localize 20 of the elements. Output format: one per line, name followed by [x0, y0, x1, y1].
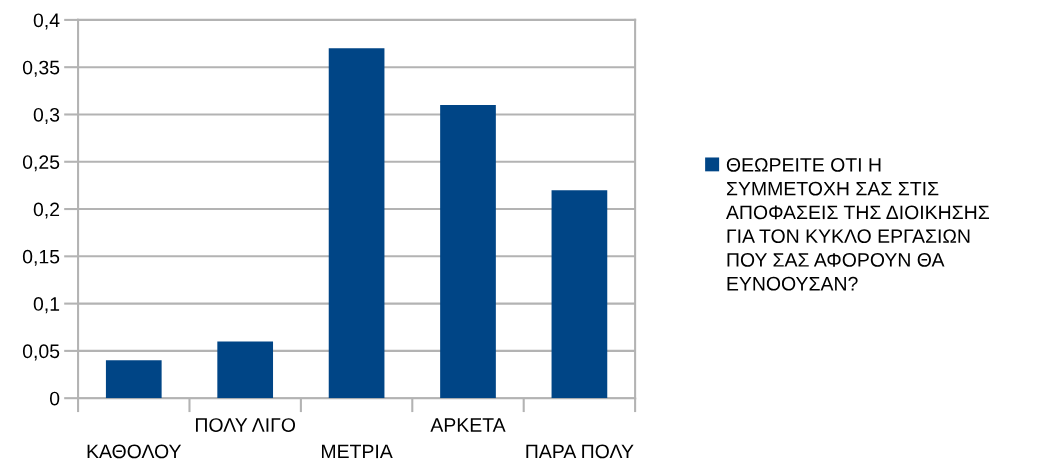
- x-tick-label: ΚΑΘΟΛΟΥ: [87, 444, 182, 459]
- bar: [328, 48, 385, 399]
- x-tick-label: ΠΑΡΑ ΠΟΛΥ: [526, 444, 634, 459]
- x-tick-label: ΠΟΛΥ ΛΙΓΟ: [195, 418, 296, 432]
- y-tick-label: 0,1: [33, 297, 60, 314]
- y-tick-label: 0,25: [22, 155, 60, 172]
- bar: [105, 360, 162, 399]
- y-tick-label: 0,05: [22, 344, 60, 361]
- bar: [217, 341, 274, 399]
- y-tick-label: 0,3: [33, 107, 60, 125]
- y-tick-label: 0: [49, 391, 60, 406]
- y-tick-label: 0,15: [22, 249, 60, 266]
- bar: [440, 105, 496, 399]
- x-tick-label: ΑΡΚΕΤΑ: [430, 418, 506, 432]
- y-tick-label: 0,35: [22, 60, 60, 77]
- y-tick-label: 0,2: [33, 202, 60, 219]
- legend-label: ΘΕΩΡΕΙΤΕ ΟΤΙ Η ΣΥΜΜΕΤΟΧΗ ΣΑΣ ΣΤΙΣ ΑΠΟΦΑΣΕΙΣ ΤΗΣ ΔΙΟΙΚΗΣΗΣ ΓΙΑ ΤΟΝ ΚΥΚΛΟ ΕΡΓΑΣΙΩΝ ΠΟΥ ΣΑΣ ΑΦΟΡΟΥΝ ΘΑ ΕΥΝΟΟΥΣΑΝ?: [725, 157, 989, 291]
- x-tick-label: ΜΕΤΡΙΑ: [321, 444, 393, 459]
- y-tick-label: 0,4: [33, 13, 60, 30]
- bar: [551, 190, 608, 399]
